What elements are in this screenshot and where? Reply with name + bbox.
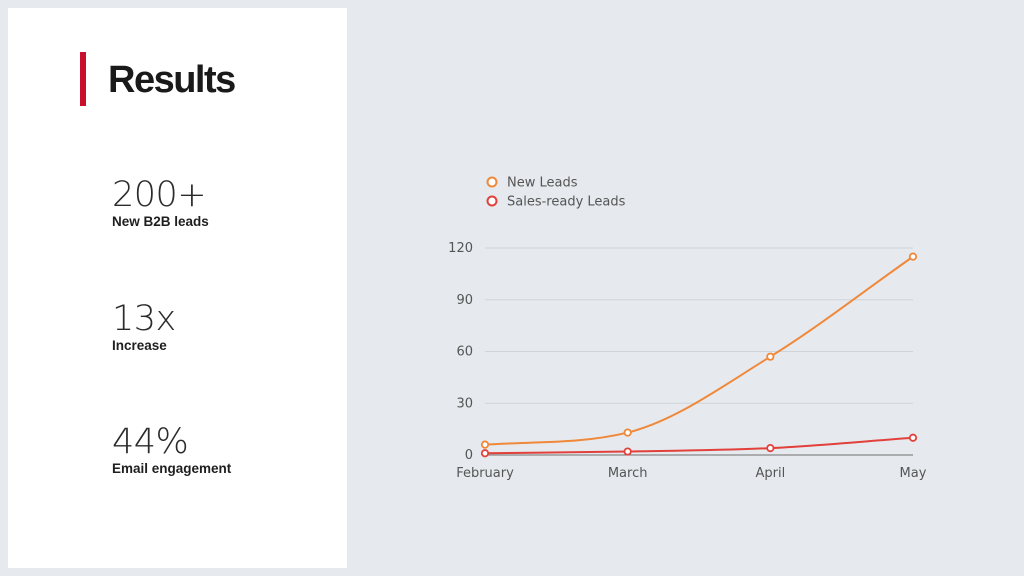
- title-accent-bar: [80, 52, 86, 106]
- x-tick-label: May: [900, 466, 927, 481]
- y-tick-label: 120: [448, 241, 473, 256]
- series-line-0: [484, 255, 914, 446]
- stat-value: 200+: [112, 175, 207, 215]
- stat-engagement: 44% Email engagement: [112, 423, 231, 477]
- stat-label: New B2B leads: [112, 214, 209, 229]
- x-tick-label: February: [456, 466, 514, 481]
- left-panel: [8, 8, 347, 568]
- stat-label: Increase: [112, 338, 167, 353]
- legend-marker: [486, 195, 498, 207]
- data-point: [623, 447, 632, 456]
- series-line-1: [484, 436, 914, 455]
- stat-value: 44%: [112, 422, 189, 462]
- legend-marker: [486, 176, 498, 188]
- data-point: [766, 352, 775, 361]
- legend-label: Sales-ready Leads: [507, 195, 626, 210]
- data-point: [908, 433, 918, 442]
- data-point: [623, 428, 632, 437]
- y-tick-label: 0: [465, 448, 473, 463]
- data-point: [480, 440, 490, 449]
- stat-label: Email engagement: [112, 461, 232, 476]
- page-title: Results: [108, 59, 236, 101]
- data-point: [908, 252, 918, 261]
- y-tick-label: 30: [456, 396, 473, 411]
- data-point: [766, 443, 775, 453]
- legend-label: New Leads: [507, 176, 578, 191]
- stat-value: 13x: [112, 299, 176, 339]
- stat-increase: 13x Increase: [112, 300, 176, 354]
- x-tick-label: March: [608, 466, 648, 481]
- stat-leads: 200+ New B2B leads: [112, 176, 209, 230]
- x-tick-label: April: [755, 466, 785, 481]
- data-point: [480, 449, 490, 458]
- y-tick-label: 60: [456, 345, 473, 360]
- y-tick-label: 90: [456, 293, 473, 308]
